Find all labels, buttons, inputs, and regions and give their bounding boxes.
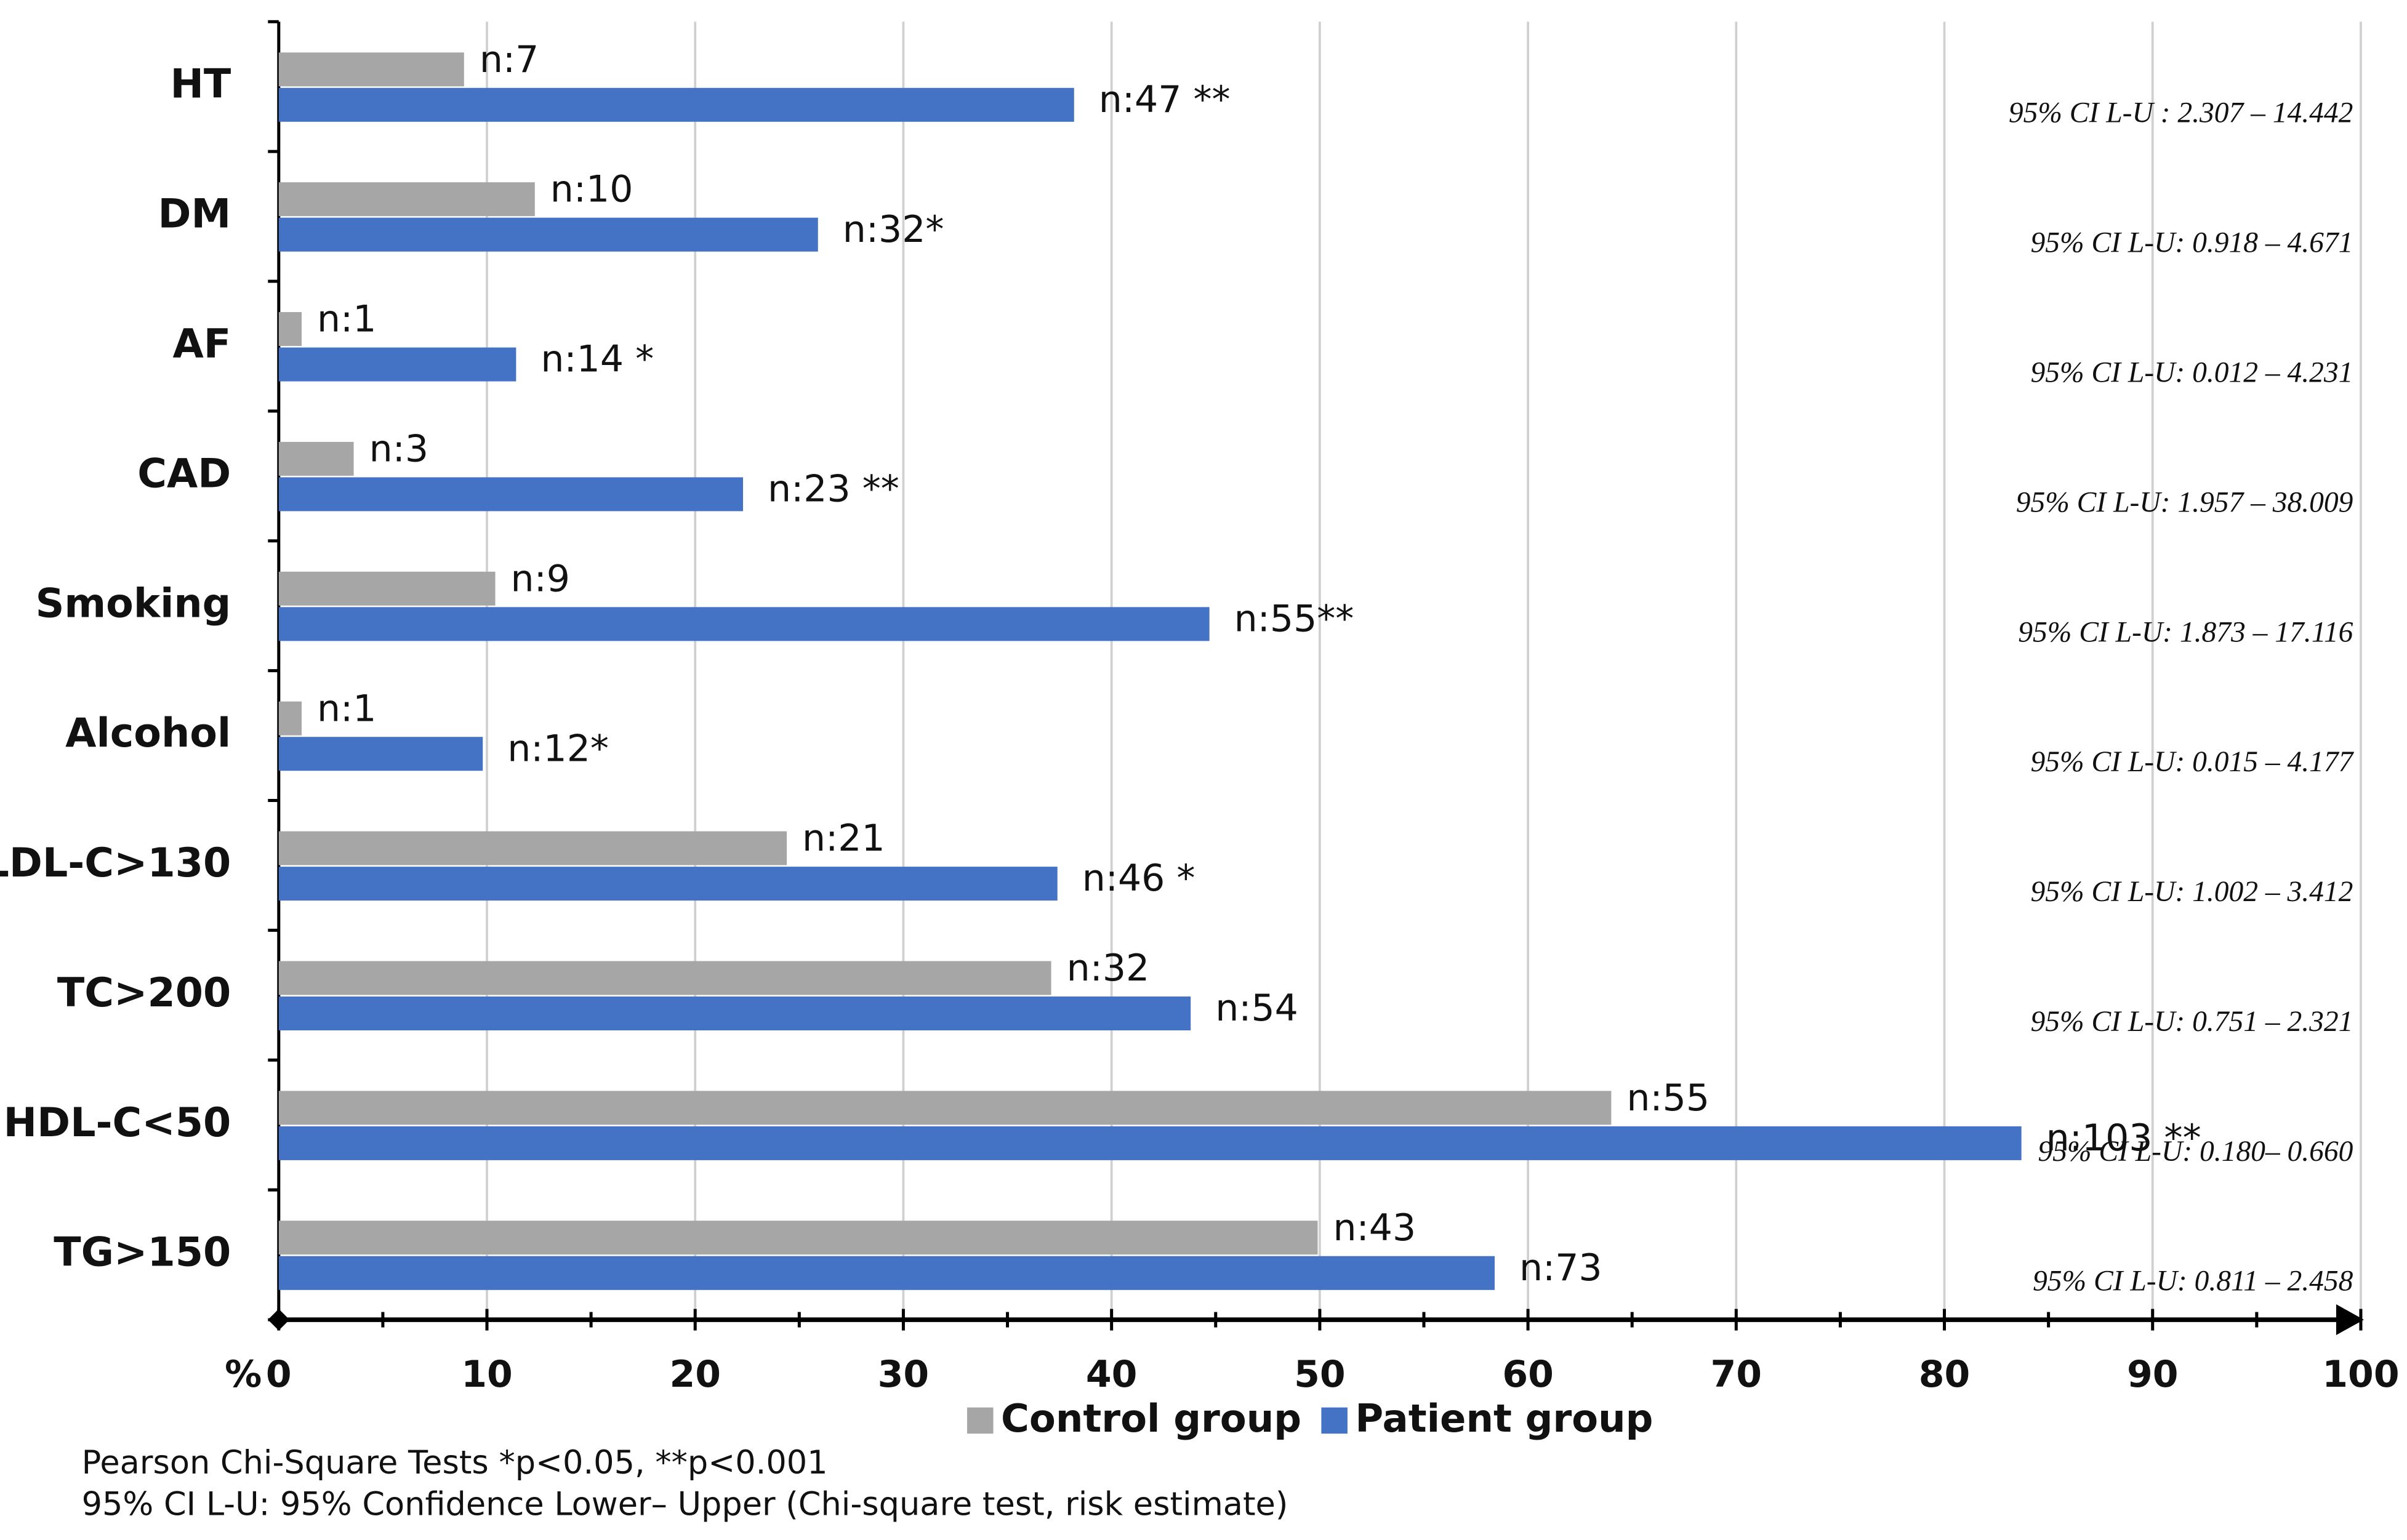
legend-label: Control group [1001, 1396, 1301, 1441]
x-tick-label: 90 [2127, 1353, 2179, 1396]
bar-label: n:10 [550, 168, 633, 211]
bar [278, 1091, 1612, 1125]
x-tick-label: 60 [1502, 1353, 1554, 1396]
ci-label: 95% CI L-U: 1.957 – 38.009 [2016, 486, 2353, 518]
bar-label: n:46 * [1082, 857, 1195, 900]
bar [278, 701, 302, 736]
bar [278, 867, 1058, 901]
bar-label: n:1 [317, 687, 376, 730]
bar [278, 571, 496, 606]
bar [278, 312, 302, 347]
bar [278, 441, 354, 476]
ci-label: 95% CI L-U: 0.918 – 4.671 [2030, 227, 2353, 259]
x-tick-label: 30 [878, 1353, 930, 1396]
bar-label: n:47 ** [1099, 78, 1231, 121]
bar-label: n:73 [1519, 1246, 1602, 1289]
bar-label: n:55 [1626, 1077, 1710, 1120]
category-label: CAD [137, 451, 231, 497]
bar-label: n:3 [369, 428, 428, 471]
category-label: Alcohol [65, 710, 231, 756]
bar [278, 87, 1074, 122]
x-tick-label: 40 [1086, 1353, 1138, 1396]
bar-label: n:43 [1333, 1206, 1416, 1249]
x-axis-label: % [225, 1353, 262, 1396]
bar-label: n:7 [480, 38, 539, 81]
footnote: 95% CI L-U: 95% Confidence Lower– Upper … [82, 1485, 1288, 1523]
bar [278, 347, 516, 382]
ci-label: 95% CI L-U: 0.015 – 4.177 [2030, 746, 2354, 778]
ci-label: 95% CI L-U: 0.180– 0.660 [2038, 1136, 2353, 1168]
x-tick-label: 100 [2322, 1353, 2399, 1396]
bar-label: n:54 [1215, 987, 1298, 1030]
bar [278, 182, 535, 217]
bar [278, 1126, 2022, 1160]
bar-label: n:32 [1067, 947, 1150, 990]
bar [278, 996, 1191, 1031]
category-label: TG>150 [54, 1230, 231, 1276]
bar [278, 737, 483, 771]
x-tick-label: 80 [1919, 1353, 1971, 1396]
category-label: TC>200 [57, 970, 231, 1016]
bar [278, 607, 1210, 641]
ci-label: 95% CI L-U: 0.012 – 4.231 [2030, 356, 2353, 388]
x-tick-label: 50 [1294, 1353, 1346, 1396]
bar-label: n:32* [843, 208, 944, 251]
bar-label: n:23 ** [768, 468, 899, 511]
legend-swatch [967, 1407, 994, 1434]
category-label: HT [170, 62, 231, 108]
ci-label: 95% CI L-U : 2.307 – 14.442 [2009, 97, 2353, 129]
bar-label: n:9 [511, 557, 570, 600]
footnote: Pearson Chi-Square Tests *p<0.05, **p<0.… [82, 1444, 828, 1482]
legend-swatch [1321, 1407, 1348, 1434]
bar [278, 52, 464, 87]
category-label: HDL-C<50 [4, 1100, 231, 1146]
x-tick-label: 0 [266, 1353, 292, 1396]
category-label: AF [172, 321, 231, 367]
legend-label: Patient group [1355, 1396, 1653, 1441]
bar [278, 477, 744, 511]
bar [278, 1256, 1495, 1290]
ci-label: 95% CI L-U: 1.873 – 17.116 [2018, 616, 2353, 648]
category-label: LDL-C>130 [0, 840, 231, 886]
x-tick-label: 20 [669, 1353, 721, 1396]
bar-label: n:14 * [540, 338, 654, 381]
bar-label: n:12* [507, 727, 609, 770]
ci-label: 95% CI L-U: 0.751 – 2.321 [2030, 1006, 2353, 1038]
category-label: DM [158, 191, 231, 238]
bar [278, 961, 1051, 995]
bar [278, 217, 818, 252]
x-tick-label: 70 [1711, 1353, 1762, 1396]
bar-label: n:103 ** [2046, 1117, 2201, 1160]
bar-label: n:1 [317, 298, 376, 341]
axis-arrow [2336, 1304, 2364, 1336]
ci-label: 95% CI L-U: 0.811 – 2.458 [2033, 1265, 2353, 1297]
bar-label: n:21 [802, 817, 885, 860]
x-tick-label: 10 [461, 1353, 513, 1396]
ci-label: 95% CI L-U: 1.002 – 3.412 [2030, 876, 2353, 908]
bar [278, 1221, 1318, 1255]
bar-label: n:55** [1234, 597, 1354, 640]
category-label: Smoking [36, 580, 231, 627]
bar [278, 831, 787, 865]
